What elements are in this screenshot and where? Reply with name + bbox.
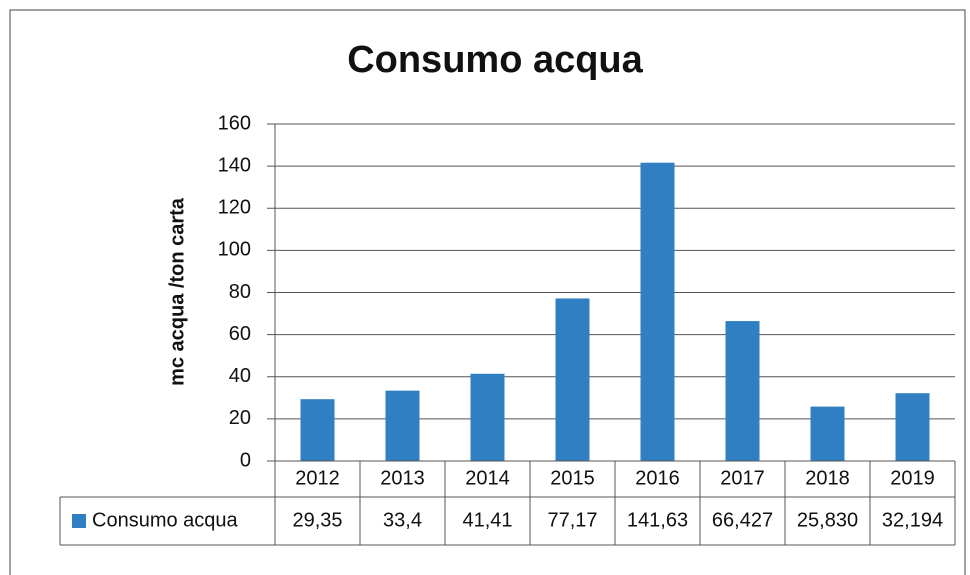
data-table-value: 77,17 [547,509,597,531]
data-table-value: 141,63 [627,509,688,531]
data-table-value: 25,830 [797,509,858,531]
data-table-value: 32,194 [882,509,943,531]
x-tick-label: 2015 [550,467,595,489]
x-tick-label: 2018 [805,467,850,489]
y-tick-label: 60 [229,323,251,345]
x-tick-label: 2016 [635,467,680,489]
chart-frame [9,9,966,575]
bar [810,406,845,461]
x-tick-label: 2014 [465,467,510,489]
y-tick-label: 140 [218,154,251,176]
data-table-value: 41,41 [462,509,512,531]
y-tick-label: 40 [229,365,251,387]
data-table-value: 33,4 [383,509,422,531]
y-tick-label: 100 [218,239,251,261]
bar [725,321,760,461]
x-tick-label: 2019 [890,467,935,489]
bar [640,162,675,461]
y-tick-label: 20 [229,407,251,429]
x-tick-label: 2012 [295,467,340,489]
y-tick-label: 160 [218,112,251,134]
x-tick-label: 2017 [720,467,765,489]
y-tick-label: 120 [218,197,251,219]
data-table-value: 66,427 [712,509,773,531]
bar [895,393,930,461]
bar [555,298,590,461]
chart-title: Consumo acqua [347,39,643,81]
bar [385,390,420,461]
y-tick-label: 0 [240,449,251,471]
legend-label: Consumo acqua [92,509,239,531]
bar [300,399,335,461]
y-axis-label: mc acqua /ton carta [166,197,188,386]
y-tick-label: 80 [229,281,251,303]
x-tick-label: 2013 [380,467,425,489]
legend-marker [72,514,86,528]
data-table-value: 29,35 [292,509,342,531]
bar [470,373,505,461]
